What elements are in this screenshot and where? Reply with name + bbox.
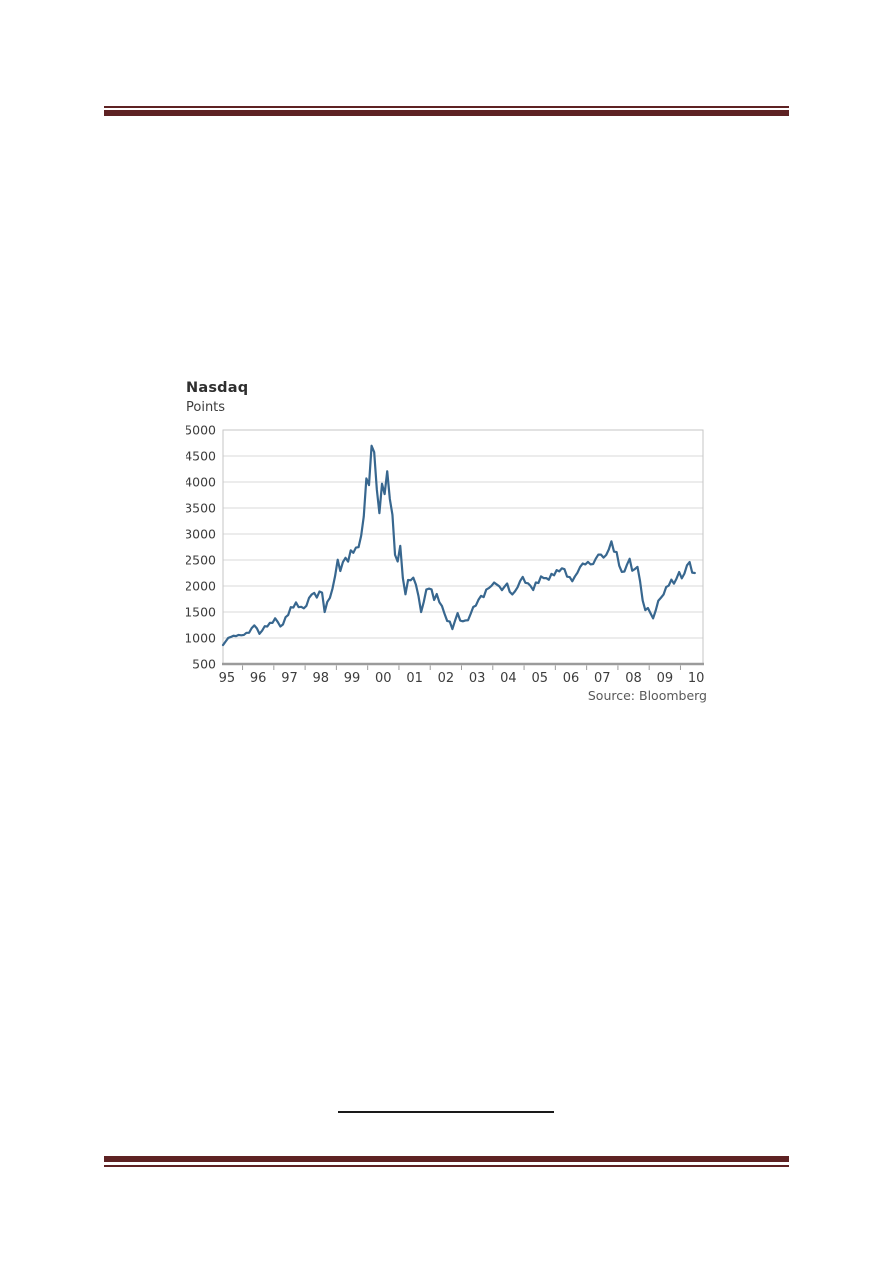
x-axis-tick-label: 02 xyxy=(438,671,455,686)
x-axis-tick-label: 97 xyxy=(281,671,298,686)
x-axis-tick-label: 07 xyxy=(594,671,611,686)
y-axis-tick-label: 500 xyxy=(192,657,216,672)
chart-units-label: Points xyxy=(186,400,226,415)
x-axis-tick-label: 03 xyxy=(469,671,486,686)
header-rule-thin xyxy=(104,106,789,108)
nasdaq-line-chart: 5001000150020002500300035004000450050009… xyxy=(186,423,705,687)
x-axis-tick-label: 10 xyxy=(688,671,705,686)
x-axis-tick-label: 95 xyxy=(219,671,236,686)
x-axis-tick-label: 05 xyxy=(531,671,548,686)
x-axis-tick-label: 08 xyxy=(625,671,642,686)
y-axis-tick-label: 2000 xyxy=(186,579,216,594)
x-axis-tick-label: 00 xyxy=(375,671,392,686)
y-axis-tick-label: 3000 xyxy=(186,527,216,542)
y-axis-tick-label: 5000 xyxy=(186,423,216,438)
footer-rule-thin xyxy=(104,1165,789,1167)
x-axis-tick-label: 09 xyxy=(657,671,674,686)
footer-rule-thick xyxy=(104,1156,789,1162)
y-axis-tick-label: 1500 xyxy=(186,605,216,620)
x-axis-tick-label: 01 xyxy=(406,671,423,686)
y-axis-tick-label: 2500 xyxy=(186,553,216,568)
chart-source-caption: Source: Bloomberg xyxy=(587,688,707,703)
y-axis-tick-label: 4500 xyxy=(186,449,216,464)
x-axis-tick-label: 98 xyxy=(312,671,329,686)
chart-title: Nasdaq xyxy=(186,380,249,396)
x-axis-tick-label: 06 xyxy=(563,671,580,686)
header-rule-thick xyxy=(104,110,789,116)
x-axis-tick-label: 99 xyxy=(344,671,361,686)
y-axis-tick-label: 1000 xyxy=(186,631,216,646)
y-axis-tick-label: 4000 xyxy=(186,475,216,490)
plot-border xyxy=(222,429,704,665)
y-axis-tick-label: 3500 xyxy=(186,501,216,516)
data-series-line xyxy=(221,444,696,647)
x-axis-tick-label: 96 xyxy=(250,671,267,686)
x-axis-tick-label: 04 xyxy=(500,671,517,686)
footnote-rule xyxy=(338,1111,554,1113)
